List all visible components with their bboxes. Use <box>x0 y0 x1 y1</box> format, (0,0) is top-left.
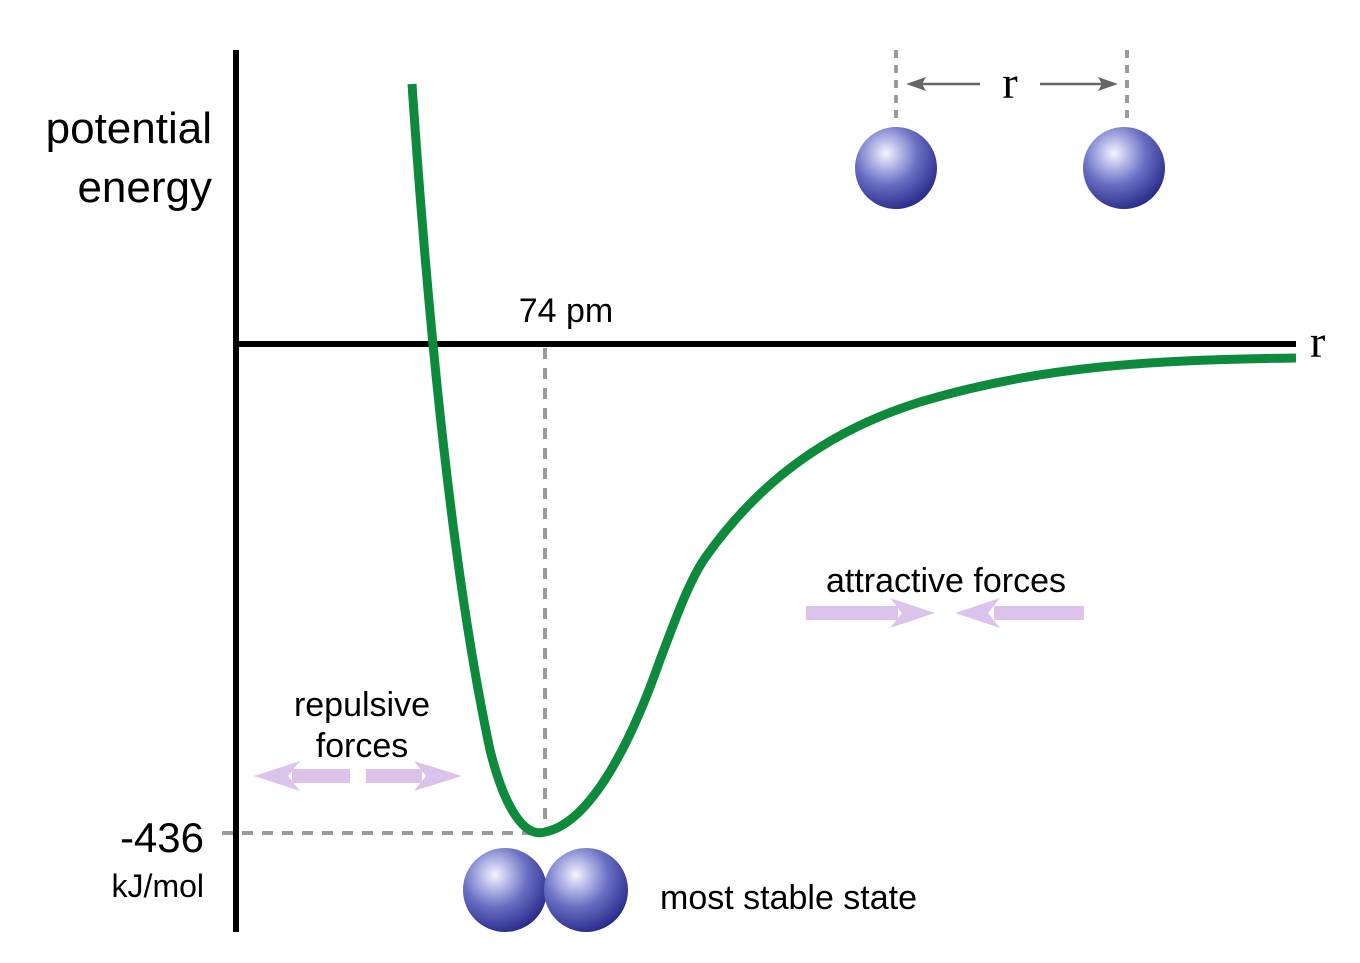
y-axis-label-line2: energy <box>77 163 212 212</box>
repulsive-forces-label-line2: forces <box>316 727 409 765</box>
sphere-icon-bonded-left <box>463 848 547 932</box>
stable-state-label: most stable state <box>660 879 917 917</box>
minimum-energy-unit: kJ/mol <box>112 868 204 904</box>
repulsive-arrow-right-icon <box>366 761 462 791</box>
sphere-icon-separated-right <box>1083 127 1165 209</box>
potential-curve <box>407 83 1297 838</box>
sphere-icon-separated-left <box>855 127 937 209</box>
attractive-arrow-left-icon <box>955 598 1084 628</box>
sphere-icon-bonded-right <box>544 848 628 932</box>
bond-length-label: 74 pm <box>519 292 614 330</box>
separation-right-arrow-icon <box>1040 77 1118 91</box>
separation-left-arrow-icon <box>906 77 980 91</box>
attractive-arrow-right-icon <box>806 598 935 628</box>
y-axis-label-line1: potential <box>46 104 212 153</box>
separation-label: r <box>1002 57 1017 108</box>
repulsive-forces-label-line1: repulsive <box>294 686 430 724</box>
attractive-forces-label: attractive forces <box>826 562 1066 600</box>
repulsive-arrow-left-icon <box>254 761 350 791</box>
x-axis-label: r <box>1310 316 1325 367</box>
minimum-energy-value: -436 <box>120 814 204 861</box>
